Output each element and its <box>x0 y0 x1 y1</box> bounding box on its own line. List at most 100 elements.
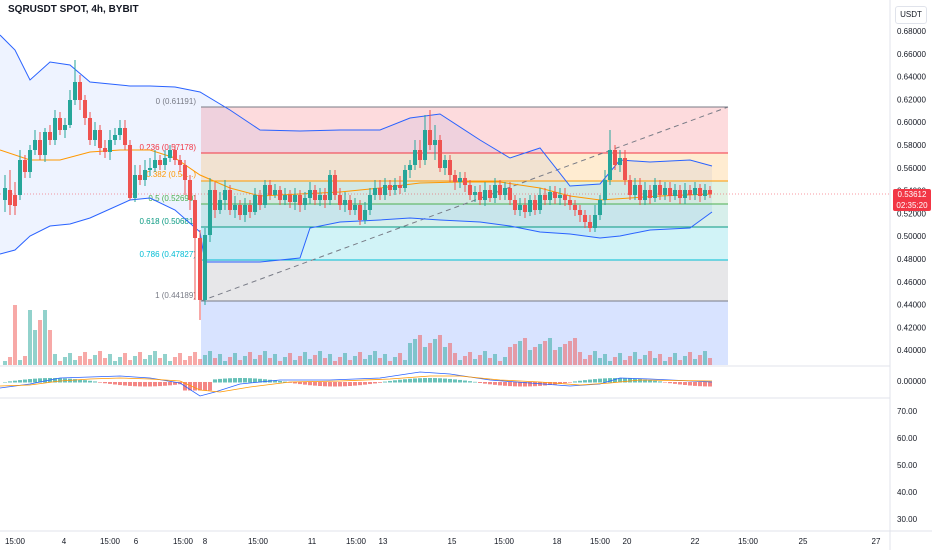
volume-bar <box>328 354 332 365</box>
fib-label-0382: 0.382 (0.54...) <box>146 170 196 179</box>
volume-bar <box>538 344 542 365</box>
volume-bar <box>618 353 622 365</box>
candle-body <box>518 205 522 210</box>
candle-body <box>448 160 452 175</box>
volume-bar <box>393 357 397 365</box>
candle-body <box>643 190 647 200</box>
volume-bar <box>288 353 292 365</box>
volume-bar <box>663 361 667 365</box>
volume-bar <box>433 339 437 365</box>
rsi-axis[interactable]: 70.00 60.00 50.00 40.00 30.00 <box>897 407 918 524</box>
volume-bar <box>228 357 232 365</box>
time-axis-label: 15:00 <box>590 537 611 546</box>
volume-bar <box>658 354 662 365</box>
candle-body <box>58 118 62 130</box>
volume-bar <box>413 339 417 365</box>
volume-bar <box>343 353 347 365</box>
bollinger-upper <box>0 34 713 187</box>
fib-label-0618: 0.618 (0.50681) <box>140 217 197 226</box>
candle-body <box>343 200 347 205</box>
macd-histogram-bar <box>488 382 492 385</box>
symbol-title[interactable]: SQRUSDT SPOT, 4h, BYBIT <box>8 4 139 15</box>
volume-bar <box>688 352 692 365</box>
volume-bar <box>623 360 627 365</box>
rsi-axis-label: 30.00 <box>897 515 918 524</box>
macd-histogram-bar <box>273 380 277 383</box>
rsi-axis-label: 40.00 <box>897 488 918 497</box>
macd-histogram-bar <box>613 378 617 383</box>
volume-bar <box>313 355 317 365</box>
macd-histogram-bar <box>123 382 127 386</box>
candle-body <box>473 192 477 195</box>
candle-body <box>608 150 612 180</box>
macd-axis-label: 0.00000 <box>897 377 926 386</box>
macd-histogram-bar <box>368 382 372 385</box>
macd-histogram-bar <box>238 378 242 383</box>
macd-histogram-bar <box>403 379 407 383</box>
candle-body <box>583 215 587 222</box>
macd-histogram-bar <box>163 382 167 386</box>
macd-histogram-bar <box>28 379 32 383</box>
candle-body <box>568 200 572 205</box>
macd-histogram-bar <box>383 381 387 383</box>
macd-histogram-bar <box>603 378 607 383</box>
candle-body <box>468 185 472 195</box>
candle-body <box>333 175 337 195</box>
candle-body <box>388 185 392 190</box>
candles[interactable] <box>3 60 712 320</box>
candle-body <box>233 205 237 210</box>
macd-histogram-bar <box>438 378 442 383</box>
macd-histogram-bar <box>643 379 647 383</box>
price-axis-label: 0.48000 <box>897 255 926 264</box>
volume-bar <box>213 358 217 365</box>
macd-histogram-bar <box>668 382 672 384</box>
candle-body <box>48 132 52 140</box>
macd-histogram-bar <box>363 382 367 385</box>
candle-body <box>543 195 547 200</box>
volume-bar <box>123 353 127 365</box>
volume-bar <box>198 359 202 365</box>
macd-histogram-bar <box>43 378 47 383</box>
time-axis[interactable]: 15:00 4 15:00 6 15:00 8 15:00 11 15:00 13 15 15:00 1… <box>5 537 881 546</box>
macd-histogram-bar <box>433 378 437 383</box>
volume-bar <box>48 330 52 365</box>
fib-label-0: 0 (0.61191) <box>156 97 197 106</box>
macd-histogram-bar <box>443 378 447 383</box>
macd-histogram-bar <box>168 382 172 386</box>
macd-histogram-bar <box>303 382 307 385</box>
candle-body <box>3 188 7 200</box>
candle-body <box>348 200 352 210</box>
macd-histogram-bar <box>418 378 422 383</box>
macd-histogram-bar <box>588 379 592 383</box>
volume-bar <box>308 359 312 365</box>
time-axis-label: 25 <box>799 537 808 546</box>
macd-histogram-bar <box>218 378 222 383</box>
macd-histogram-bar <box>608 378 612 383</box>
volume-bar <box>303 352 307 365</box>
candle-body <box>43 132 47 155</box>
macd-histogram-bar <box>108 382 112 384</box>
macd-histogram <box>3 378 712 391</box>
volume-bar <box>23 356 27 365</box>
price-axis-label: 0.44000 <box>897 301 926 310</box>
volume-bar <box>578 352 582 365</box>
macd-histogram-bar <box>388 380 392 383</box>
macd-histogram-bar <box>518 382 522 387</box>
volume-bar <box>388 361 392 365</box>
volume-bar <box>163 354 167 365</box>
time-axis-label: 6 <box>134 537 139 546</box>
macd-histogram-bar <box>378 382 382 383</box>
candle-body <box>123 128 127 145</box>
price-axis-label: 0.50000 <box>897 232 926 241</box>
fib-trend-line[interactable] <box>200 106 729 302</box>
candle-body <box>528 200 532 212</box>
volume-bar <box>513 344 517 365</box>
macd-histogram-bar <box>233 378 237 383</box>
volume-bar <box>333 361 337 365</box>
volume-bar <box>603 354 607 365</box>
candle-body <box>18 160 22 195</box>
currency-badge[interactable]: USDT <box>895 6 927 24</box>
volume-bar <box>568 341 572 365</box>
macd-histogram-bar <box>523 382 527 387</box>
